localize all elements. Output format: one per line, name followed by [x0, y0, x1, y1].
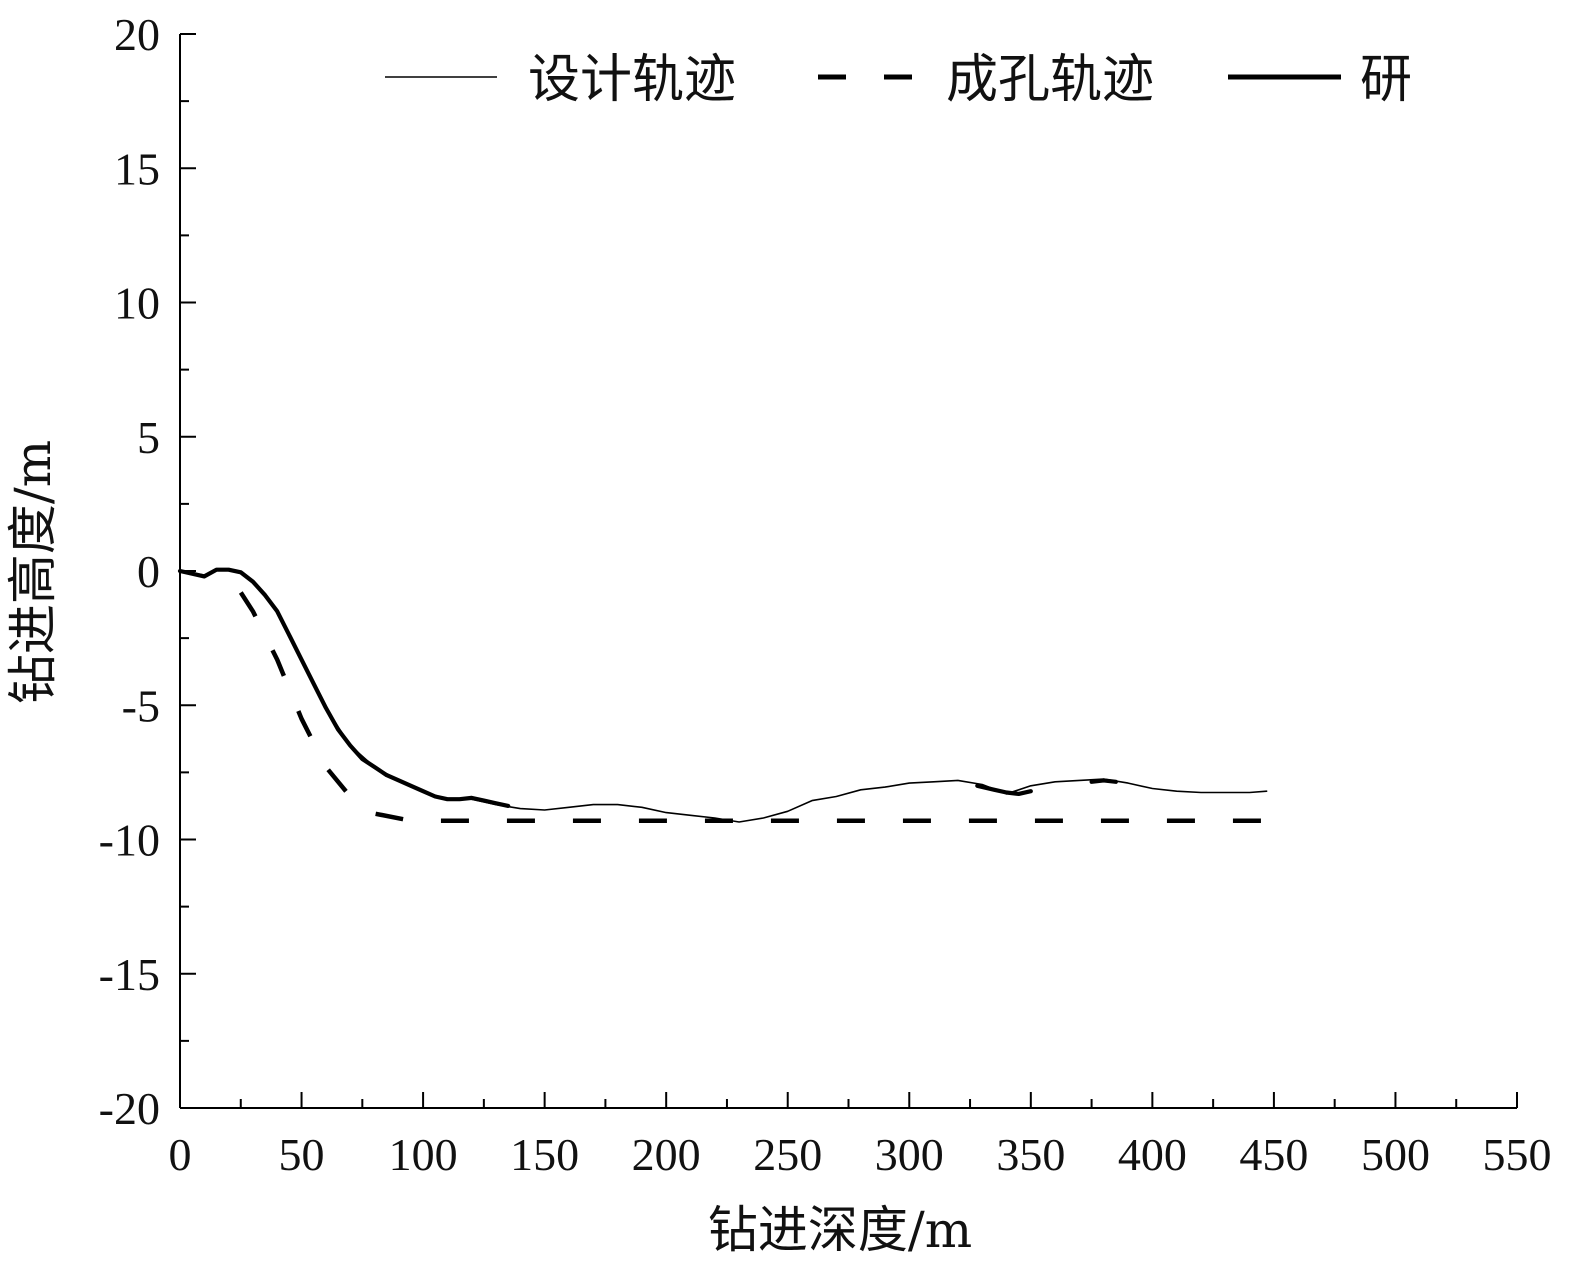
y-tick-label: -5	[122, 680, 160, 731]
x-tick-label: 350	[996, 1129, 1065, 1180]
y-tick-label: 5	[137, 412, 160, 463]
y-axis-title: 钻进高度/m	[4, 440, 62, 704]
legend-label-actual: 成孔轨迹	[946, 50, 1154, 110]
series-1-line	[238, 591, 1267, 823]
x-axis-title: 钻进深度/m	[708, 1201, 972, 1259]
series-0-line	[179, 568, 1268, 823]
x-tick-label: 500	[1361, 1129, 1430, 1180]
x-tick-label: 150	[510, 1129, 579, 1180]
axes	[179, 34, 1517, 1109]
y-tick-label: -15	[99, 949, 160, 1000]
x-tick-label: 400	[1118, 1129, 1187, 1180]
x-tick-label: 0	[169, 1129, 192, 1180]
ticks	[179, 33, 1518, 1109]
tick-labels: 0 50 100 150 200 250 300 350 400 450 500 5502015105…	[99, 9, 1552, 1180]
x-tick-label: 300	[875, 1129, 944, 1180]
series-2-line-segment-1	[975, 783, 1033, 796]
series-layer	[177, 567, 1268, 823]
y-tick-label: 20	[114, 9, 160, 60]
legend: 设计轨迹 成孔轨迹 研	[385, 50, 1412, 110]
y-tick-label: -20	[99, 1083, 160, 1134]
y-tick-label: 15	[114, 143, 160, 194]
y-tick-label: -10	[99, 815, 160, 866]
x-tick-label: 50	[279, 1129, 325, 1180]
y-tick-label: 10	[114, 278, 160, 329]
x-tick-label: 450	[1239, 1129, 1308, 1180]
legend-label-study: 研	[1360, 50, 1412, 110]
y-tick-label: 0	[137, 546, 160, 597]
legend-label-design: 设计轨迹	[528, 50, 736, 110]
x-tick-label: 200	[632, 1129, 701, 1180]
series-2-line-segment-2	[1089, 778, 1118, 784]
x-tick-label: 550	[1483, 1129, 1552, 1180]
x-tick-label: 250	[753, 1129, 822, 1180]
x-tick-label: 100	[389, 1129, 458, 1180]
series-2-line-segment-0	[177, 567, 511, 808]
